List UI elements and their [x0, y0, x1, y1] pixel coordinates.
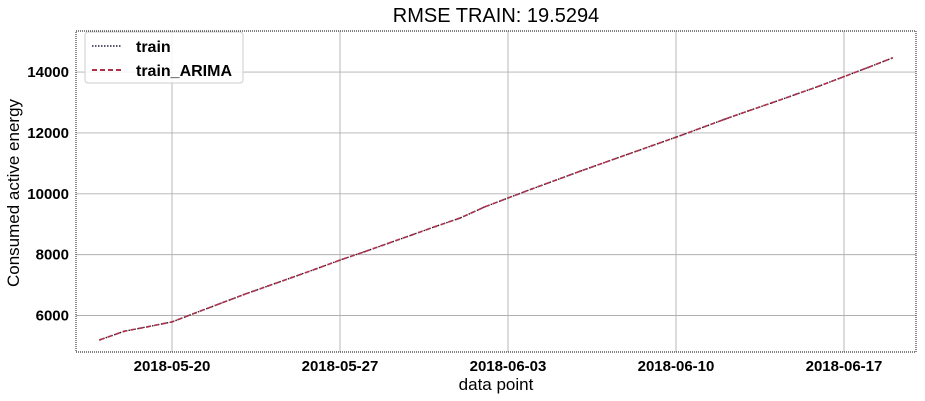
x-axis-label: data point [459, 375, 534, 394]
x-tick-label: 2018-05-20 [134, 358, 211, 375]
data-point [195, 311, 197, 314]
data-point [363, 250, 365, 253]
grid [76, 31, 916, 352]
y-axis-label: Consumed active energy [4, 98, 23, 287]
legend: train train_ARIMA [84, 31, 244, 84]
data-point [627, 153, 629, 156]
data-point [99, 338, 101, 341]
data-point [795, 93, 797, 96]
data-point [867, 66, 869, 69]
data-point [507, 197, 509, 199]
data-point [219, 302, 221, 305]
y-tick-label: 10000 [27, 186, 69, 203]
data-point [243, 293, 245, 296]
data-point [819, 84, 821, 87]
plot-frame [75, 30, 917, 353]
y-tick-label: 6000 [36, 307, 69, 324]
data-point [267, 285, 269, 287]
data-point [531, 188, 533, 190]
data-point [315, 268, 317, 270]
data-point [411, 233, 413, 236]
data-point [891, 57, 893, 59]
data-point [747, 110, 749, 112]
data-point [603, 161, 605, 164]
data-point [339, 259, 341, 262]
x-tick-label: 2018-06-17 [806, 358, 883, 375]
data-point [483, 206, 485, 209]
x-tick-label: 2018-05-27 [302, 358, 379, 375]
data-point [723, 118, 725, 121]
data-point [147, 325, 149, 328]
data-point [843, 75, 845, 78]
legend-label-train-arima: train_ARIMA [136, 63, 232, 80]
data-point [171, 320, 173, 323]
legend-frame [84, 31, 244, 84]
data-point [675, 136, 677, 139]
plot-area [76, 31, 916, 352]
data-point [459, 217, 461, 220]
legend-label-train: train [136, 39, 171, 56]
y-tick-label: 12000 [27, 125, 69, 142]
chart-title: RMSE TRAIN: 19.5294 [393, 5, 599, 27]
data-point [291, 276, 293, 279]
data-point [435, 225, 437, 228]
x-tick-label: 2018-06-03 [470, 358, 547, 375]
y-tick-label: 8000 [36, 247, 69, 264]
series-layer [99, 57, 893, 341]
tick-labels: 2018-05-20 2018-05-27 2018-06-03 2018-06-10… [27, 64, 882, 375]
data-point [579, 170, 581, 173]
data-point [387, 242, 389, 245]
y-tick-label: 14000 [27, 64, 69, 81]
data-point [771, 101, 773, 104]
data-point [699, 127, 701, 130]
data-point [555, 179, 557, 181]
data-point [651, 144, 653, 147]
x-tick-label: 2018-06-10 [638, 358, 715, 375]
series-line-train-arima [99, 57, 893, 341]
data-point [123, 330, 125, 333]
